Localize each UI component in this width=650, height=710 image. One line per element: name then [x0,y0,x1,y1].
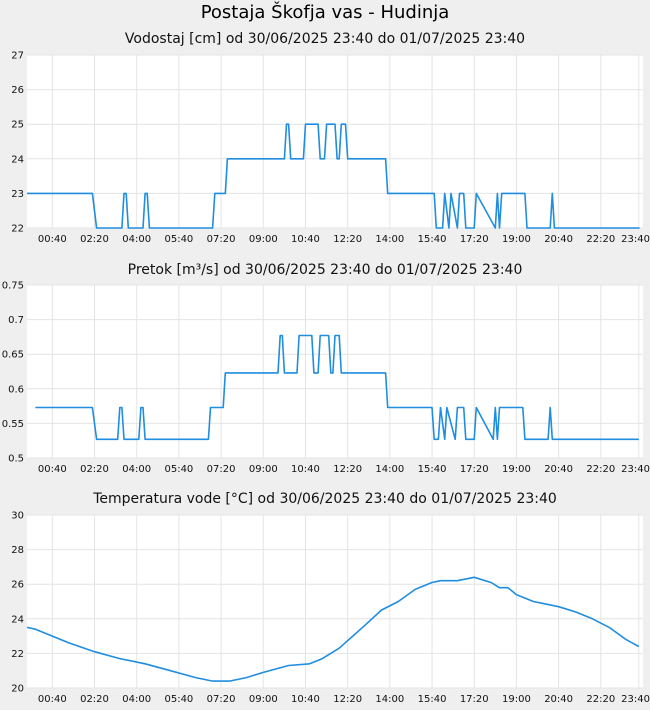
y-tick-label: 22 [11,224,24,235]
y-tick-label: 0.65 [2,350,24,361]
x-tick-label: 22:20 [586,694,615,705]
x-tick-label: 15:40 [418,234,447,245]
x-tick-label: 22:20 [586,464,615,475]
y-tick-label: 20 [11,684,24,695]
x-tick-label: 05:40 [164,234,193,245]
series-line [35,334,639,441]
x-tick-label: 20:40 [544,234,573,245]
x-tick-label: 14:00 [375,234,404,245]
station-title: Postaja Škofja vas - Hudinja [200,2,450,23]
chart-title-water-temperature: Temperatura vode [°C] od 30/06/2025 23:4… [93,491,557,507]
x-tick-label: 14:00 [375,694,404,705]
y-tick-label: 0.6 [8,384,24,395]
x-tick-label: 07:20 [207,234,236,245]
x-tick-label: 00:40 [38,694,67,705]
x-tick-label: 10:40 [291,694,320,705]
plot-area [27,285,643,458]
y-tick-label: 26 [11,580,24,591]
x-tick-label: 15:40 [418,464,447,475]
x-tick-label: 12:20 [333,234,362,245]
x-tick-label: 02:20 [80,234,109,245]
x-tick-label: 17:20 [460,234,489,245]
x-tick-label: 23:40 [621,694,650,705]
x-tick-label: 12:20 [333,694,362,705]
x-tick-label: 14:00 [375,464,404,475]
x-tick-label: 22:20 [586,234,615,245]
series-line [26,576,640,682]
y-tick-label: 0.75 [2,281,24,292]
x-tick-label: 19:00 [502,464,531,475]
chart-title-water-level: Vodostaj [cm] od 30/06/2025 23:40 do 01/… [124,31,526,47]
discharge-chart: 0.5 0.55 0.6 0.65 0.7 0.75 00:40 02:20 04:00 05:4… [2,281,650,476]
x-tick-label: 19:00 [502,694,531,705]
plot-area [27,515,643,688]
water-level-chart: 22 23 24 25 26 27 00:40 02:20 04:00 05:40 07:20 09:… [11,51,650,246]
x-tick-label: 04:00 [122,464,151,475]
y-tick-label: 28 [11,545,24,556]
y-tick-label: 0.5 [8,454,24,465]
x-tick-label: 15:40 [418,694,447,705]
x-tick-label: 00:40 [38,234,67,245]
x-tick-label: 04:00 [122,694,151,705]
y-tick-label: 30 [11,511,24,522]
x-tick-label: 07:20 [207,464,236,475]
x-tick-label: 09:00 [249,234,278,245]
x-tick-label: 04:00 [122,234,151,245]
water-temperature-chart: 20 22 24 26 28 30 00:40 02:20 04:00 05:40 07:20 09:… [11,511,650,706]
x-tick-label: 19:00 [502,234,531,245]
x-tick-label: 12:20 [333,464,362,475]
x-tick-label: 05:40 [164,694,193,705]
x-tick-label: 20:40 [544,694,573,705]
x-tick-label: 20:40 [544,464,573,475]
x-tick-label: 10:40 [291,464,320,475]
y-tick-label: 25 [11,120,24,131]
chart-title-discharge: Pretok [m³/s] od 30/06/2025 23:40 do 01/… [127,262,523,278]
x-tick-label: 05:40 [164,464,193,475]
x-tick-label: 02:20 [80,464,109,475]
y-tick-label: 24 [11,614,24,625]
y-tick-label: 23 [11,189,24,200]
series-line [27,123,640,229]
x-tick-label: 00:40 [38,464,67,475]
y-tick-label: 27 [11,51,24,62]
x-tick-label: 09:00 [249,694,278,705]
y-tick-label: 24 [11,154,24,165]
x-tick-label: 02:20 [80,694,109,705]
y-tick-label: 22 [11,649,24,660]
y-tick-label: 26 [11,85,24,96]
y-tick-label: 0.55 [2,419,24,430]
x-tick-label: 23:40 [621,234,650,245]
x-tick-label: 07:20 [207,694,236,705]
x-tick-label: 17:20 [460,694,489,705]
x-tick-label: 09:00 [249,464,278,475]
x-tick-label: 10:40 [291,234,320,245]
y-tick-label: 0.7 [8,315,24,326]
x-tick-label: 23:40 [621,464,650,475]
plot-area [27,55,643,228]
x-tick-label: 17:20 [460,464,489,475]
